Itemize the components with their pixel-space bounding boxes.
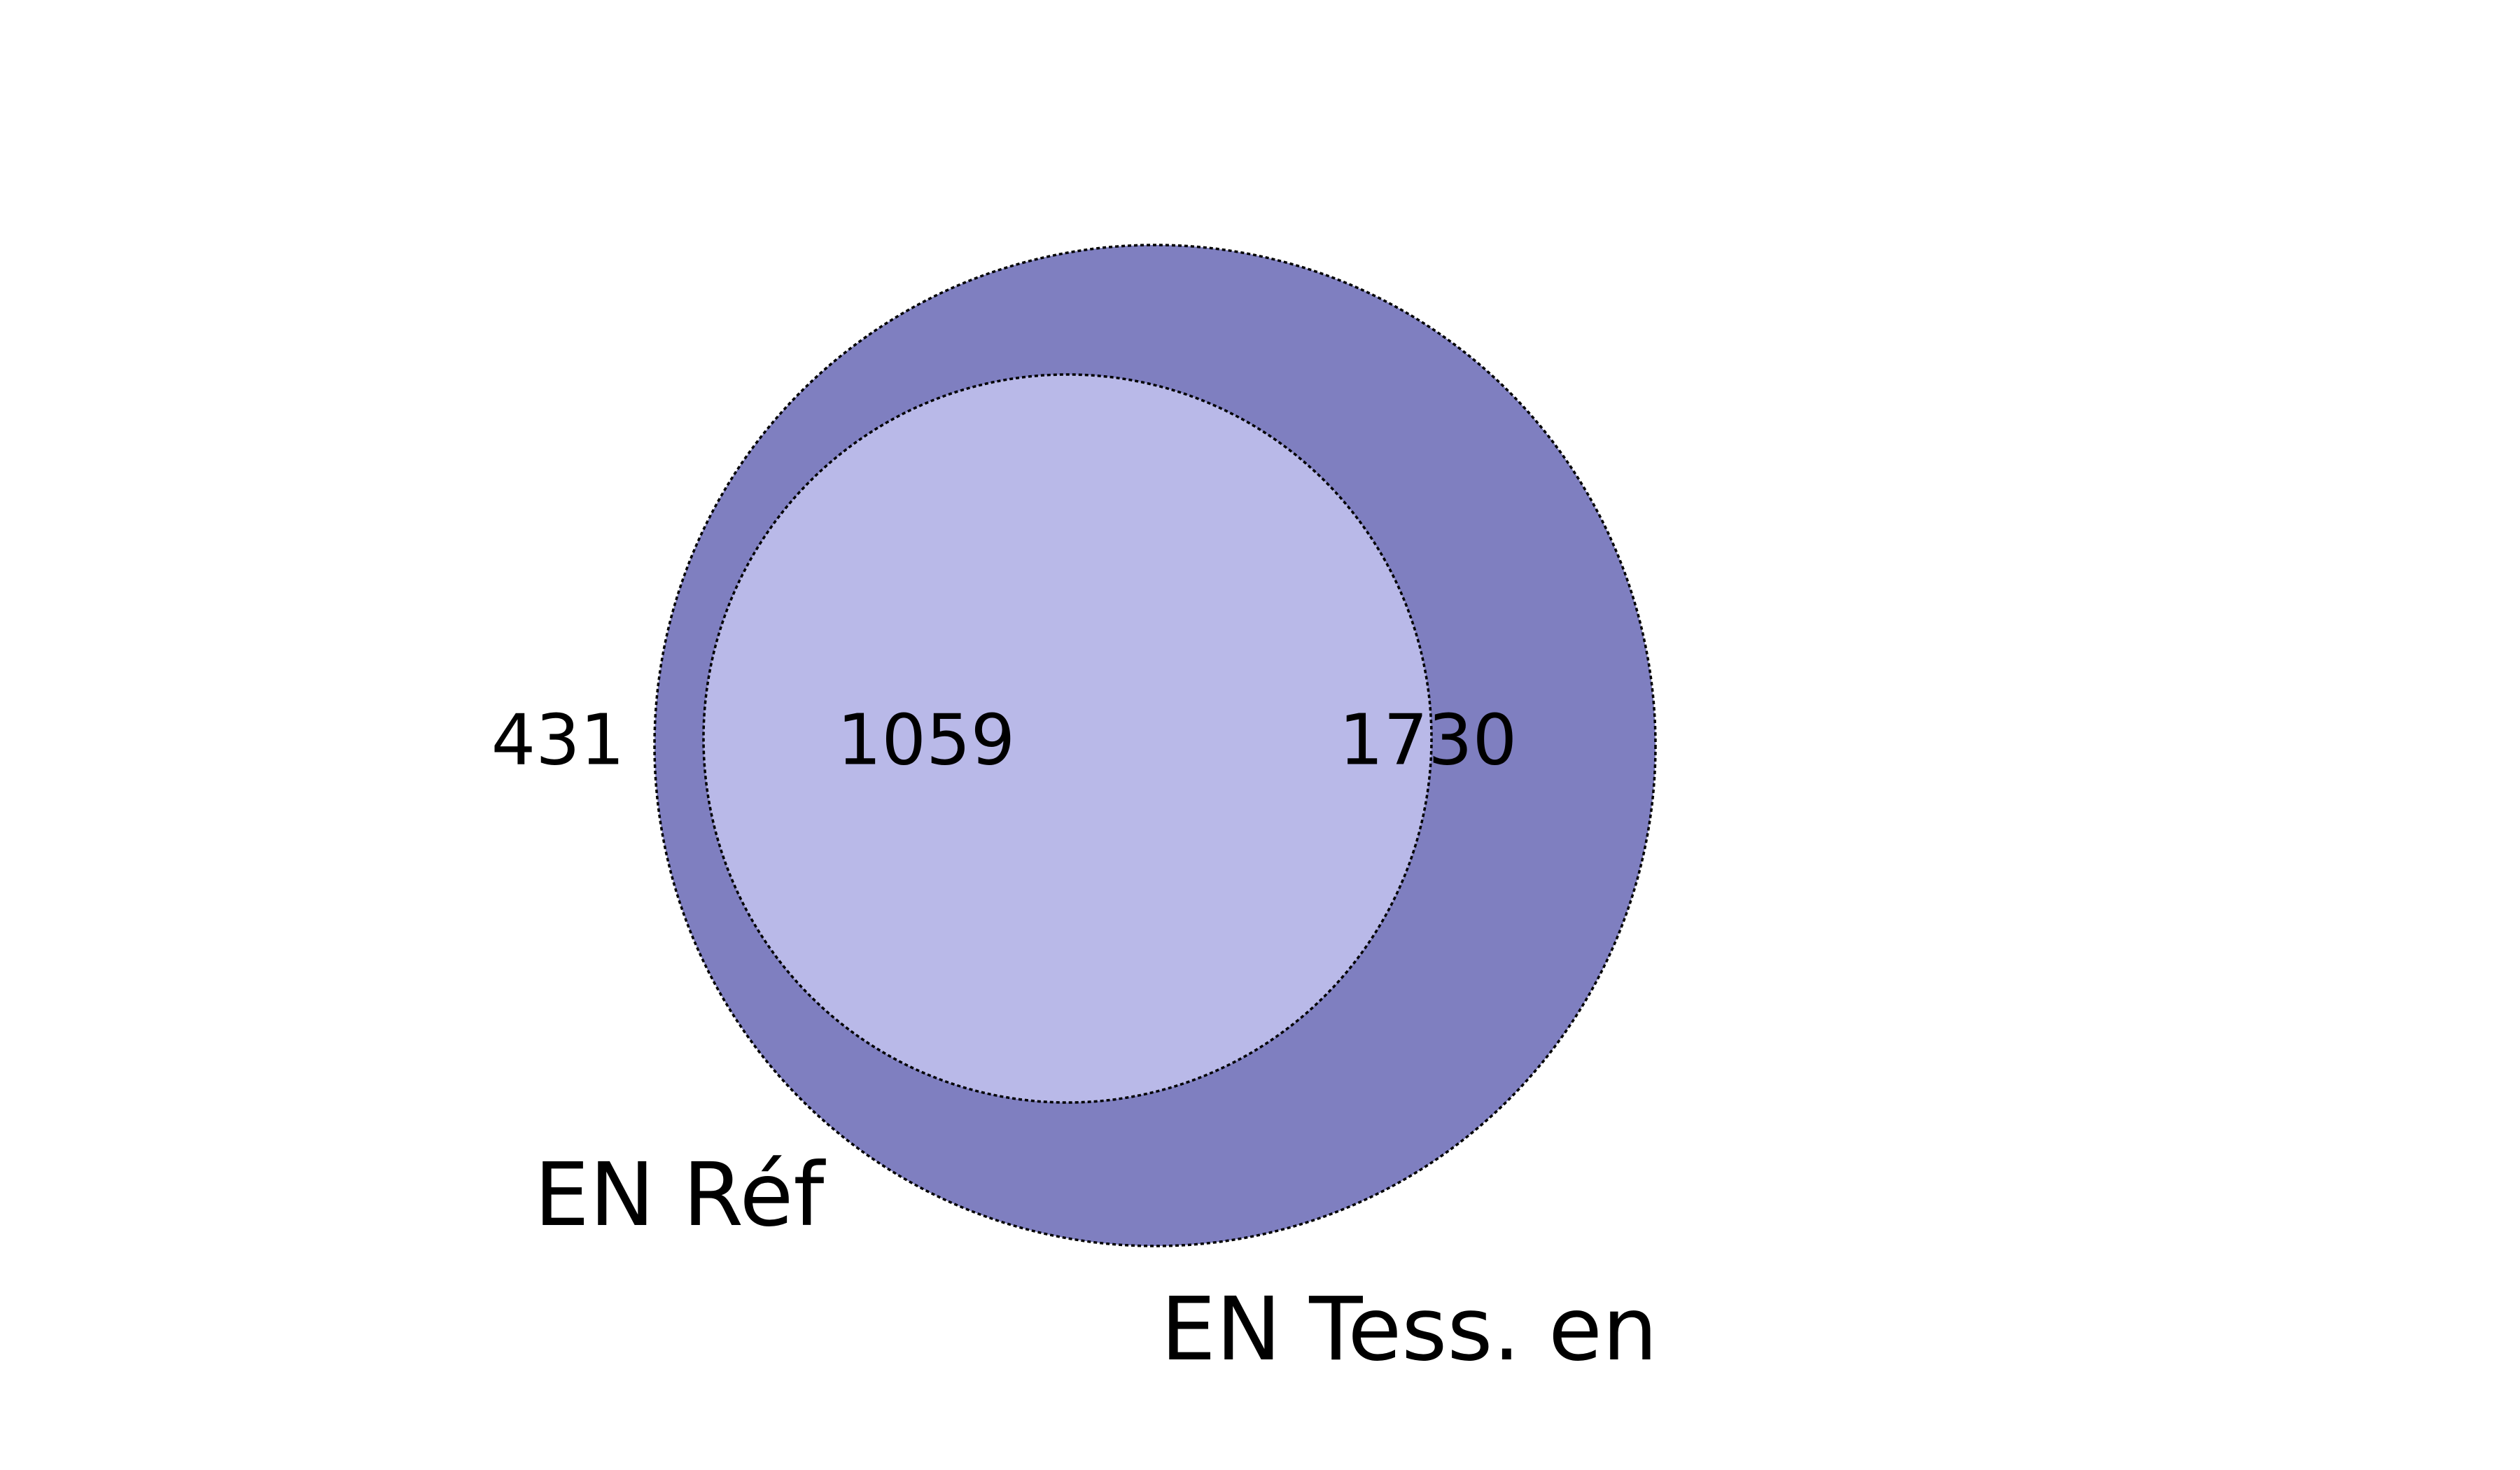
count-only-en-ref: 431 xyxy=(491,699,625,781)
set-outline-en-ref xyxy=(702,373,1433,1104)
set-label-en-ref: EN Réf xyxy=(534,1144,826,1246)
count-intersection: 1059 xyxy=(837,699,1016,781)
count-only-en-tess: 1730 xyxy=(1339,699,1518,781)
set-label-en-tess: EN Tess. en xyxy=(1161,1279,1658,1380)
set-outline-en-tess xyxy=(653,244,1657,1247)
